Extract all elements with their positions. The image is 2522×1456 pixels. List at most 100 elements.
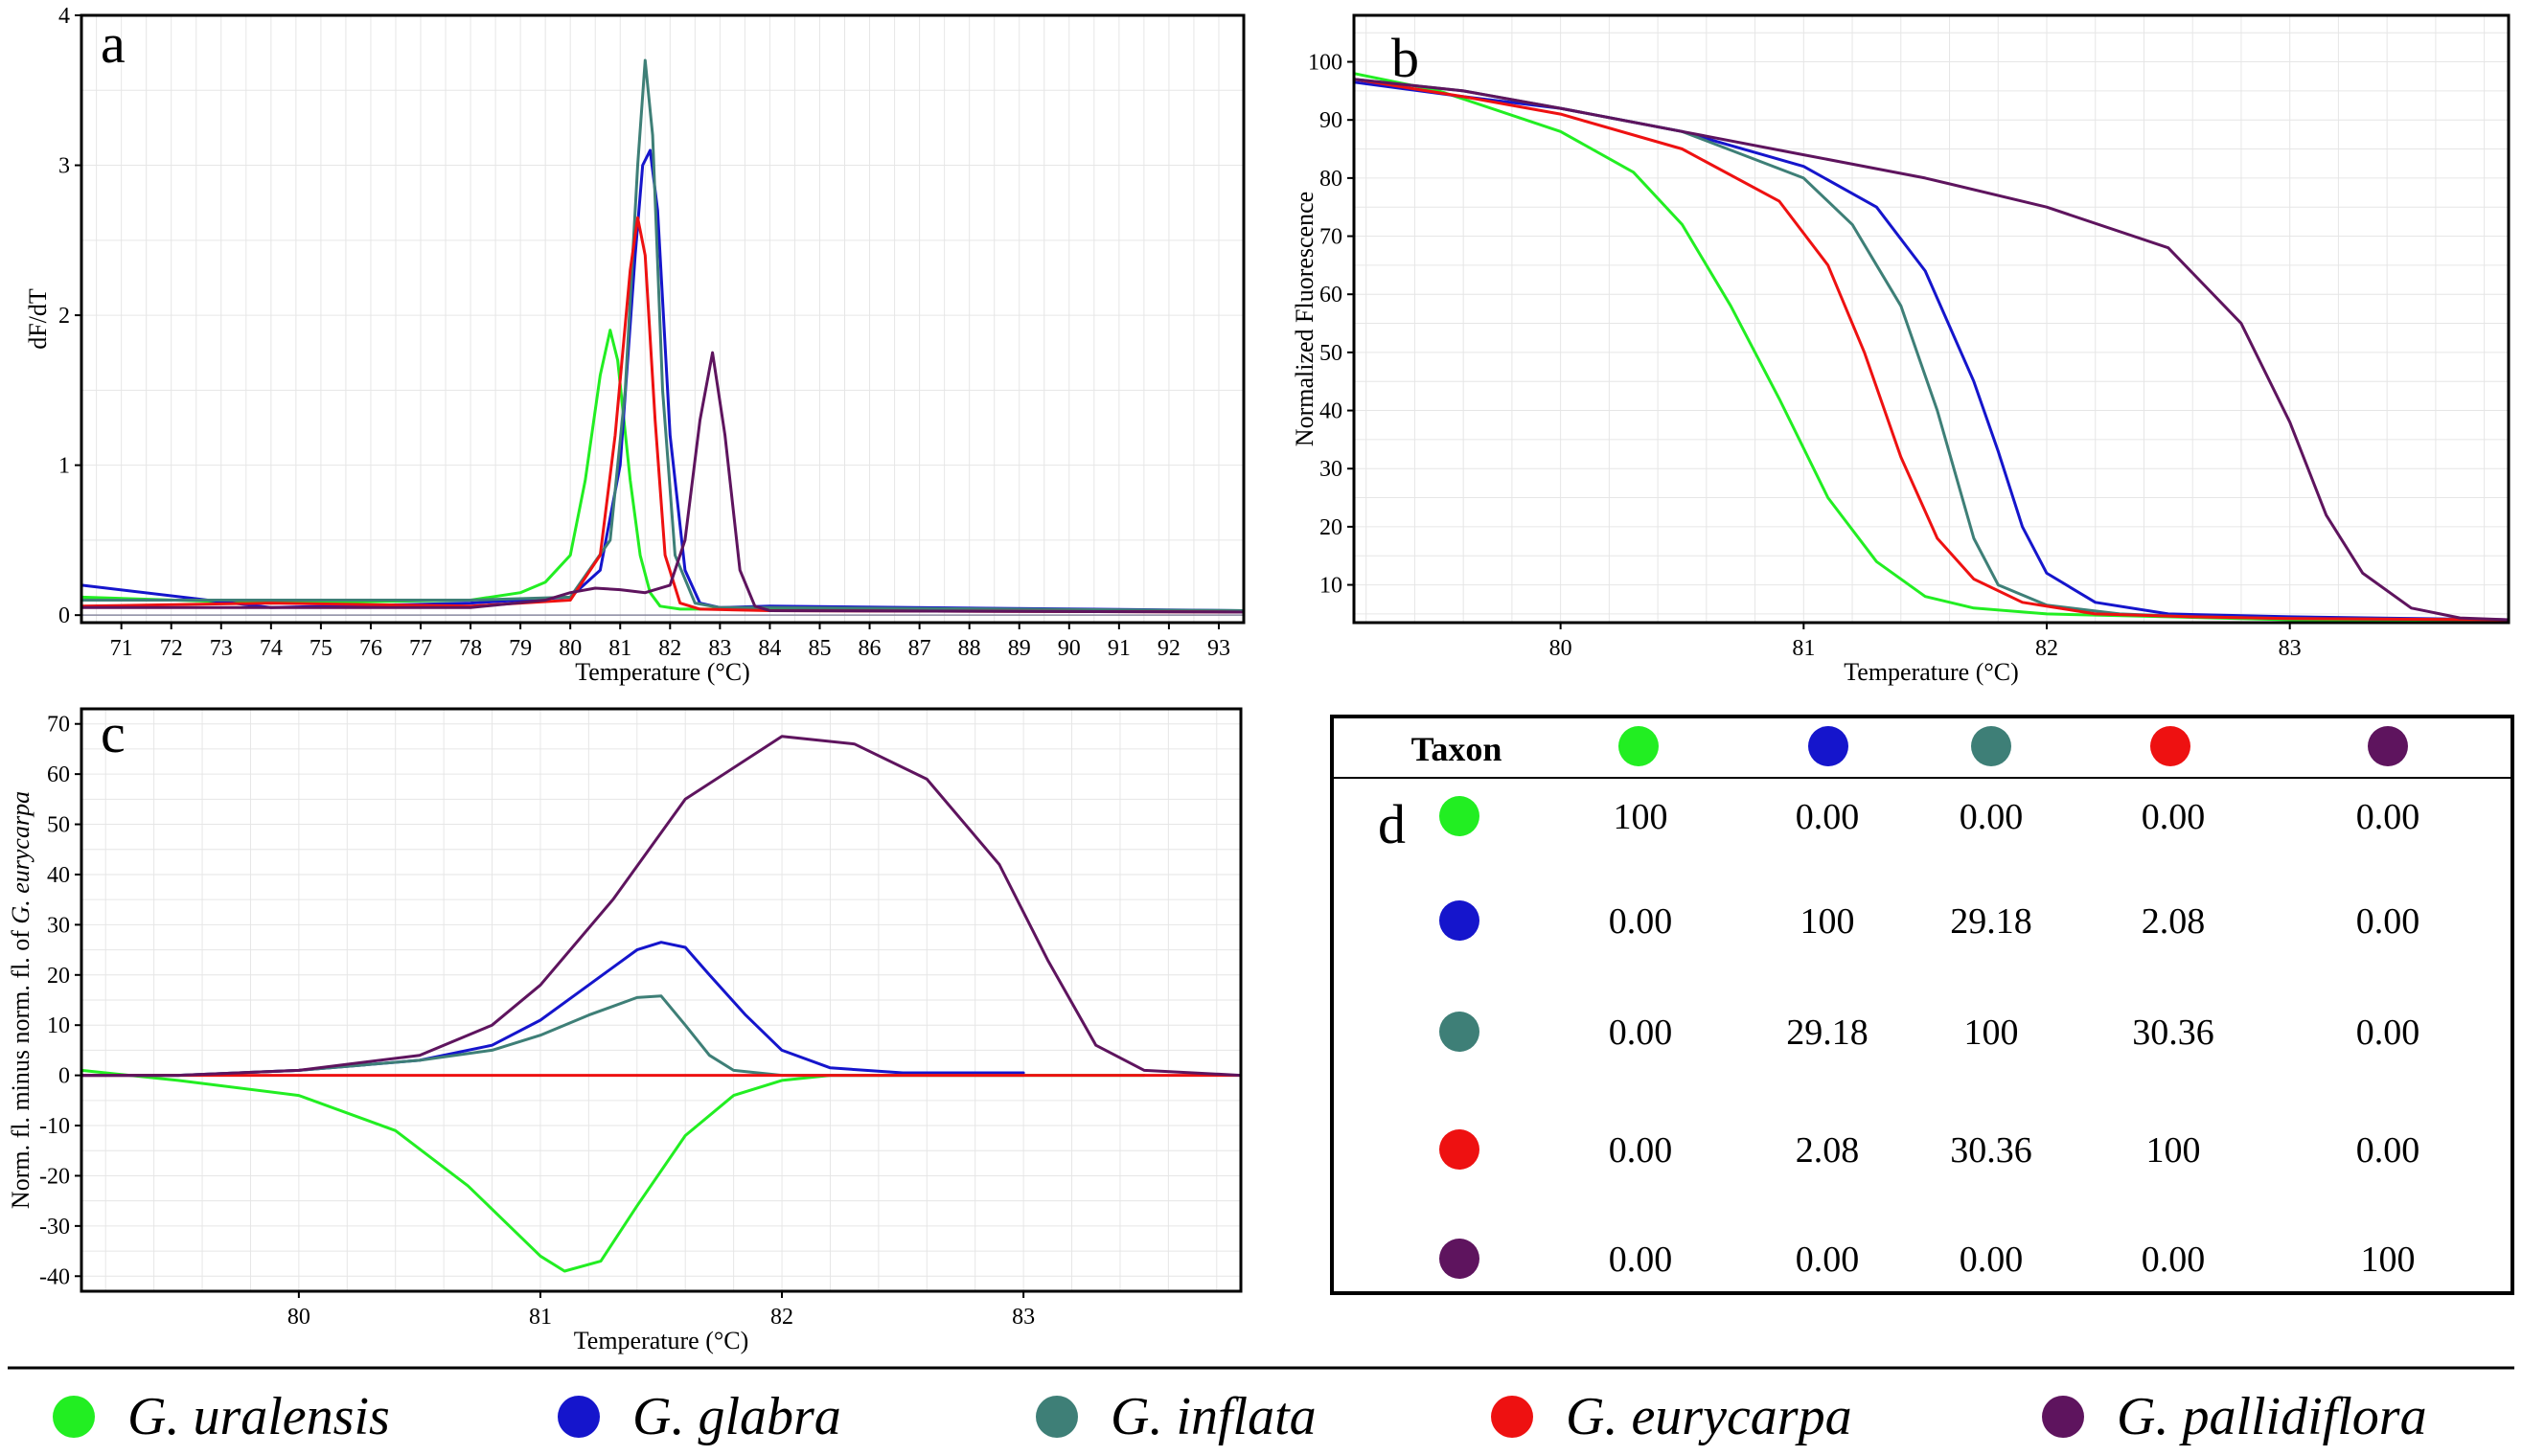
x-tick-label: 86 bbox=[859, 636, 882, 661]
plot-frame bbox=[1352, 13, 2511, 625]
x-tick-label: 76 bbox=[359, 636, 382, 661]
y-tick-label: 3 bbox=[58, 154, 70, 179]
y-tick-label: 40 bbox=[1319, 399, 1342, 424]
y-tick-label: 60 bbox=[47, 762, 70, 787]
series-line-gpallidiflora bbox=[1352, 78, 2511, 622]
x-tick-label: 82 bbox=[770, 1305, 793, 1330]
y-tick-label: -20 bbox=[39, 1164, 70, 1189]
x-tick-label: 81 bbox=[1792, 636, 1815, 661]
table-cell: 2.08 bbox=[1796, 1130, 1860, 1171]
y-tick-label: -40 bbox=[39, 1264, 70, 1289]
series-line-gglabra bbox=[80, 941, 1025, 1078]
y-tick-label: 10 bbox=[1319, 574, 1342, 599]
table-cell: 30.36 bbox=[2132, 1012, 2214, 1053]
panel-letter-b: b bbox=[1391, 27, 1419, 89]
plot-frame bbox=[80, 707, 1243, 1293]
y-tick-label: 80 bbox=[1319, 167, 1342, 192]
y-tick-label: 70 bbox=[1319, 225, 1342, 250]
table-cell: 0.00 bbox=[2356, 797, 2420, 837]
y-tick-label: 90 bbox=[1319, 108, 1342, 133]
x-tick-label: 82 bbox=[658, 636, 681, 661]
table-cell: 0.00 bbox=[2356, 1012, 2420, 1053]
x-tick-label: 77 bbox=[409, 636, 432, 661]
table-frame bbox=[1330, 715, 2514, 1295]
y-tick-label: 100 bbox=[1308, 51, 1342, 76]
table-col-swatch bbox=[2150, 726, 2190, 766]
table-cell: 29.18 bbox=[1786, 1012, 1869, 1053]
y-tick-label: 50 bbox=[47, 813, 70, 838]
y-tick-label: 70 bbox=[47, 713, 70, 738]
table-cell: 100 bbox=[2361, 1240, 2416, 1280]
legend-label: G. pallidiflora bbox=[2117, 1387, 2427, 1446]
table-cell: 0.00 bbox=[2356, 901, 2420, 942]
y-tick-label: 0 bbox=[58, 1064, 70, 1089]
table-row-swatch bbox=[1439, 1239, 1479, 1279]
y-tick-label: 2 bbox=[58, 304, 70, 329]
panel-letter-d: d bbox=[1378, 793, 1406, 855]
y-tick-label: -10 bbox=[39, 1114, 70, 1139]
y-tick-label: 20 bbox=[47, 964, 70, 989]
x-tick-label: 80 bbox=[1549, 636, 1572, 661]
table-cell: 2.08 bbox=[2142, 901, 2206, 942]
table-cell: 0.00 bbox=[2356, 1130, 2420, 1171]
grid-b bbox=[1354, 15, 2509, 623]
series-line-ginflata bbox=[80, 994, 1025, 1078]
x-tick-label: 89 bbox=[1008, 636, 1031, 661]
y-tick-label: 10 bbox=[47, 1013, 70, 1038]
table-cell: 29.18 bbox=[1950, 901, 2032, 942]
x-tick-label: 87 bbox=[908, 636, 931, 661]
series-line-guralensis bbox=[80, 329, 1246, 612]
table-cell: 0.00 bbox=[1609, 901, 1673, 942]
series-line-gpallidiflora bbox=[80, 735, 1243, 1078]
table-row-swatch bbox=[1439, 1129, 1479, 1170]
table-row-swatch bbox=[1439, 1012, 1479, 1052]
table-col-swatch bbox=[1971, 726, 2011, 766]
table-cell: 0.00 bbox=[1609, 1012, 1673, 1053]
legend-swatch bbox=[53, 1396, 95, 1438]
x-tick-label: 88 bbox=[958, 636, 981, 661]
table-header-taxon: Taxon bbox=[1411, 730, 1502, 768]
x-axis-label: Temperature (°C) bbox=[575, 658, 750, 686]
series-line-geurycarpa bbox=[1352, 78, 2511, 622]
y-axis-label: Norm. fl. minus norm. fl. of G. eurycarp… bbox=[7, 791, 34, 1209]
table-cell: 100 bbox=[1964, 1012, 2019, 1053]
y-tick-label: -30 bbox=[39, 1215, 70, 1240]
table-cell: 100 bbox=[2146, 1130, 2201, 1171]
legend-label: G. eurycarpa bbox=[1566, 1387, 1852, 1446]
table-cell: 0.00 bbox=[1960, 1240, 2024, 1280]
x-tick-label: 72 bbox=[160, 636, 183, 661]
table-cell: 0.00 bbox=[1609, 1240, 1673, 1280]
x-tick-label: 75 bbox=[310, 636, 332, 661]
table-col-swatch bbox=[1808, 726, 1848, 766]
y-axis-label: Normalized Fluorescence bbox=[1291, 192, 1318, 446]
y-tick-label: 60 bbox=[1319, 283, 1342, 307]
table-cell: 0.00 bbox=[2142, 797, 2206, 837]
y-tick-label: 30 bbox=[47, 913, 70, 938]
y-tick-label: 4 bbox=[58, 4, 70, 29]
grid-c bbox=[81, 709, 1241, 1291]
legend-swatch bbox=[558, 1396, 600, 1438]
series-line-ginflata bbox=[1352, 78, 2511, 622]
x-tick-label: 80 bbox=[559, 636, 582, 661]
legend-swatch bbox=[1491, 1396, 1533, 1438]
species-legend: G. uralensis G. glabra G. inflata G. euryca… bbox=[8, 1366, 2514, 1446]
legend-swatch bbox=[2042, 1396, 2084, 1438]
table-cell: 0.00 bbox=[1796, 797, 1860, 837]
panel-b: 80 81 82 83 10 20 30 40 50 60 70 80 90 100 Temperature… bbox=[1291, 13, 2511, 686]
x-tick-label: 84 bbox=[758, 636, 781, 661]
y-axis-label: dF/dT bbox=[24, 288, 52, 350]
y-tick-label: 40 bbox=[47, 863, 70, 888]
panel-c: 80 81 82 83 -40 -30 -20 -10 0 10 20 30 40 50 60 70 Tempe… bbox=[7, 702, 1243, 1354]
x-tick-label: 93 bbox=[1207, 636, 1230, 661]
x-tick-label: 90 bbox=[1058, 636, 1081, 661]
table-cell: 0.00 bbox=[1796, 1240, 1860, 1280]
y-tick-label: 1 bbox=[58, 454, 70, 479]
x-tick-label: 91 bbox=[1108, 636, 1131, 661]
table-cell: 30.36 bbox=[1950, 1130, 2032, 1171]
table-row-swatch bbox=[1439, 900, 1479, 941]
x-tick-label: 80 bbox=[287, 1305, 310, 1330]
series-line-gpallidiflora bbox=[80, 351, 1246, 614]
x-tick-label: 71 bbox=[110, 636, 133, 661]
legend-label: G. uralensis bbox=[127, 1387, 390, 1446]
